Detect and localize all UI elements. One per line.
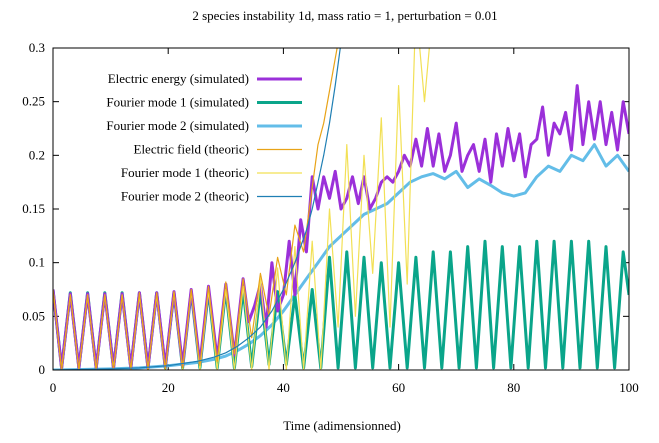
legend: Electric energy (simulated) Fourier mode … (106, 71, 302, 204)
chart-title: 2 species instability 1d, mass ratio = 1… (192, 8, 497, 23)
x-axis-label: Time (adimensionned) (283, 418, 401, 433)
x-tick-label: 60 (392, 380, 405, 395)
y-tick-label: 0.2 (29, 147, 45, 162)
legend-label: Electric energy (simulated) (108, 71, 249, 86)
y-tick-label: 0.15 (22, 201, 45, 216)
legend-label: Fourier mode 1 (theoric) (121, 165, 249, 180)
y-tick-label: 0 (39, 362, 46, 377)
x-tick-label: 20 (162, 380, 175, 395)
x-tick-label: 0 (50, 380, 57, 395)
x-tick-label: 40 (277, 380, 290, 395)
series-line-6 (53, 48, 341, 370)
plot-frame (52, 47, 630, 371)
x-tick-label: 100 (619, 380, 639, 395)
legend-label: Electric field (theoric) (134, 142, 250, 157)
series-layer (53, 48, 629, 370)
legend-label: Fourier mode 2 (theoric) (121, 189, 249, 204)
series-line-4 (53, 48, 338, 370)
x-tick-label: 80 (507, 380, 520, 395)
y-tick-label: 0.3 (29, 40, 45, 55)
axis-ticks: 0 20 40 60 80 100 0 0.05 0.1 0.15 0.2 0.25 0.3 (22, 40, 639, 395)
y-tick-label: 0.1 (29, 255, 45, 270)
legend-label: Fourier mode 1 (simulated) (106, 95, 249, 110)
legend-label: Fourier mode 2 (simulated) (106, 118, 249, 133)
y-tick-label: 0.25 (22, 94, 45, 109)
series-line-3 (53, 143, 629, 370)
y-tick-label: 0.05 (22, 308, 45, 323)
